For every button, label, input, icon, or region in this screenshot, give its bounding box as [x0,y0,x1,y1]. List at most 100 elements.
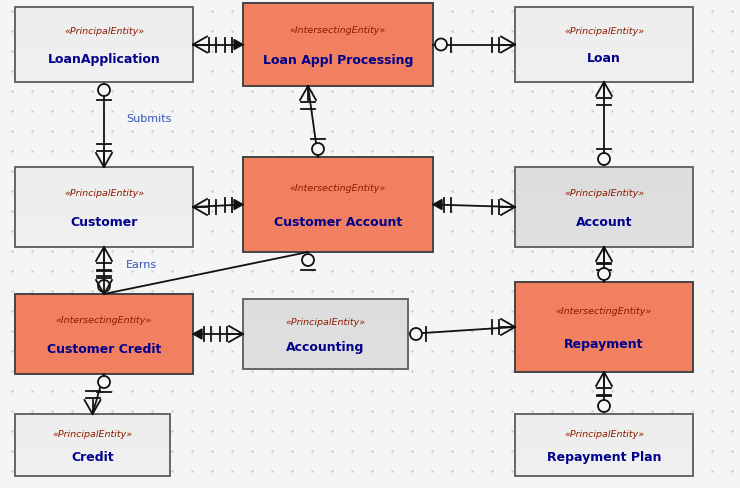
Bar [15,467,170,470]
Text: «IntersectingEntity»: «IntersectingEntity» [290,183,386,192]
Bar [515,12,693,16]
Bar [515,436,693,439]
Text: «PrincipalEntity»: «PrincipalEntity» [564,429,644,438]
Polygon shape [433,200,442,210]
Circle shape [98,85,110,97]
Text: Credit: Credit [71,450,114,463]
Bar [515,414,693,417]
Bar [15,448,170,451]
Text: Customer: Customer [70,216,138,228]
Bar [15,176,193,180]
Bar [515,429,693,433]
Bar [243,324,408,327]
Bar [15,34,193,38]
Text: Accounting: Accounting [286,341,365,353]
Bar [15,203,193,207]
Bar [515,187,693,192]
Bar [15,72,193,75]
Text: Repayment: Repayment [565,337,644,350]
Bar [515,168,693,172]
Bar [515,433,693,436]
Bar [15,172,193,176]
Bar [15,57,193,61]
Bar [15,53,193,57]
Bar [515,72,693,75]
Bar [243,355,408,359]
Text: «PrincipalEntity»: «PrincipalEntity» [564,189,644,198]
Bar [243,327,408,331]
Bar [515,8,693,12]
Text: Loan Appl Processing: Loan Appl Processing [263,54,413,67]
Bar [515,442,693,445]
Bar [243,320,408,324]
Bar [15,49,193,53]
Bar [515,183,693,187]
Bar [15,79,193,83]
Bar [515,216,693,220]
Bar [515,30,693,34]
Bar [15,414,170,417]
Bar [515,414,693,476]
Bar [515,424,693,427]
Bar [15,27,193,30]
Bar [515,454,693,457]
Bar [15,227,193,231]
Bar [15,45,193,49]
Bar [515,212,693,216]
Bar [15,470,170,473]
Bar [515,61,693,64]
Bar [515,57,693,61]
Bar [15,216,193,220]
Bar [15,436,170,439]
Bar [15,168,193,172]
Text: Earns: Earns [126,259,157,269]
Bar [515,180,693,183]
Bar [15,427,170,429]
Bar [15,200,193,203]
Bar [15,414,170,476]
Bar [515,420,693,424]
Bar [15,23,193,27]
Bar [515,38,693,41]
Text: «PrincipalEntity»: «PrincipalEntity» [53,429,132,438]
Text: «IntersectingEntity»: «IntersectingEntity» [556,306,652,316]
Bar [15,168,193,247]
Bar [515,168,693,247]
Bar [243,313,408,317]
Circle shape [98,376,110,388]
Bar [243,366,408,369]
Bar [515,41,693,45]
Circle shape [598,154,610,165]
Bar [15,442,170,445]
Bar [15,207,193,212]
Bar [15,183,193,187]
Bar [15,19,193,23]
Bar [515,34,693,38]
Bar [515,203,693,207]
Bar [243,345,408,348]
Bar [15,454,170,457]
Bar [515,461,693,464]
Bar [515,19,693,23]
Bar [515,220,693,224]
Bar [15,187,193,192]
Bar [15,420,170,424]
Text: «PrincipalEntity»: «PrincipalEntity» [564,27,644,37]
Bar [515,23,693,27]
Bar [515,49,693,53]
Bar [515,467,693,470]
Bar [515,470,693,473]
Bar [515,283,693,372]
Bar [243,362,408,366]
Bar [515,473,693,476]
Bar [515,427,693,429]
Bar [15,224,193,227]
Bar [15,64,193,68]
Text: Customer Credit: Customer Credit [47,342,161,355]
Bar [15,417,170,420]
Text: Customer Account: Customer Account [274,216,402,229]
Bar [243,331,408,334]
Bar [243,341,408,345]
Polygon shape [234,200,243,210]
Bar [243,352,408,355]
